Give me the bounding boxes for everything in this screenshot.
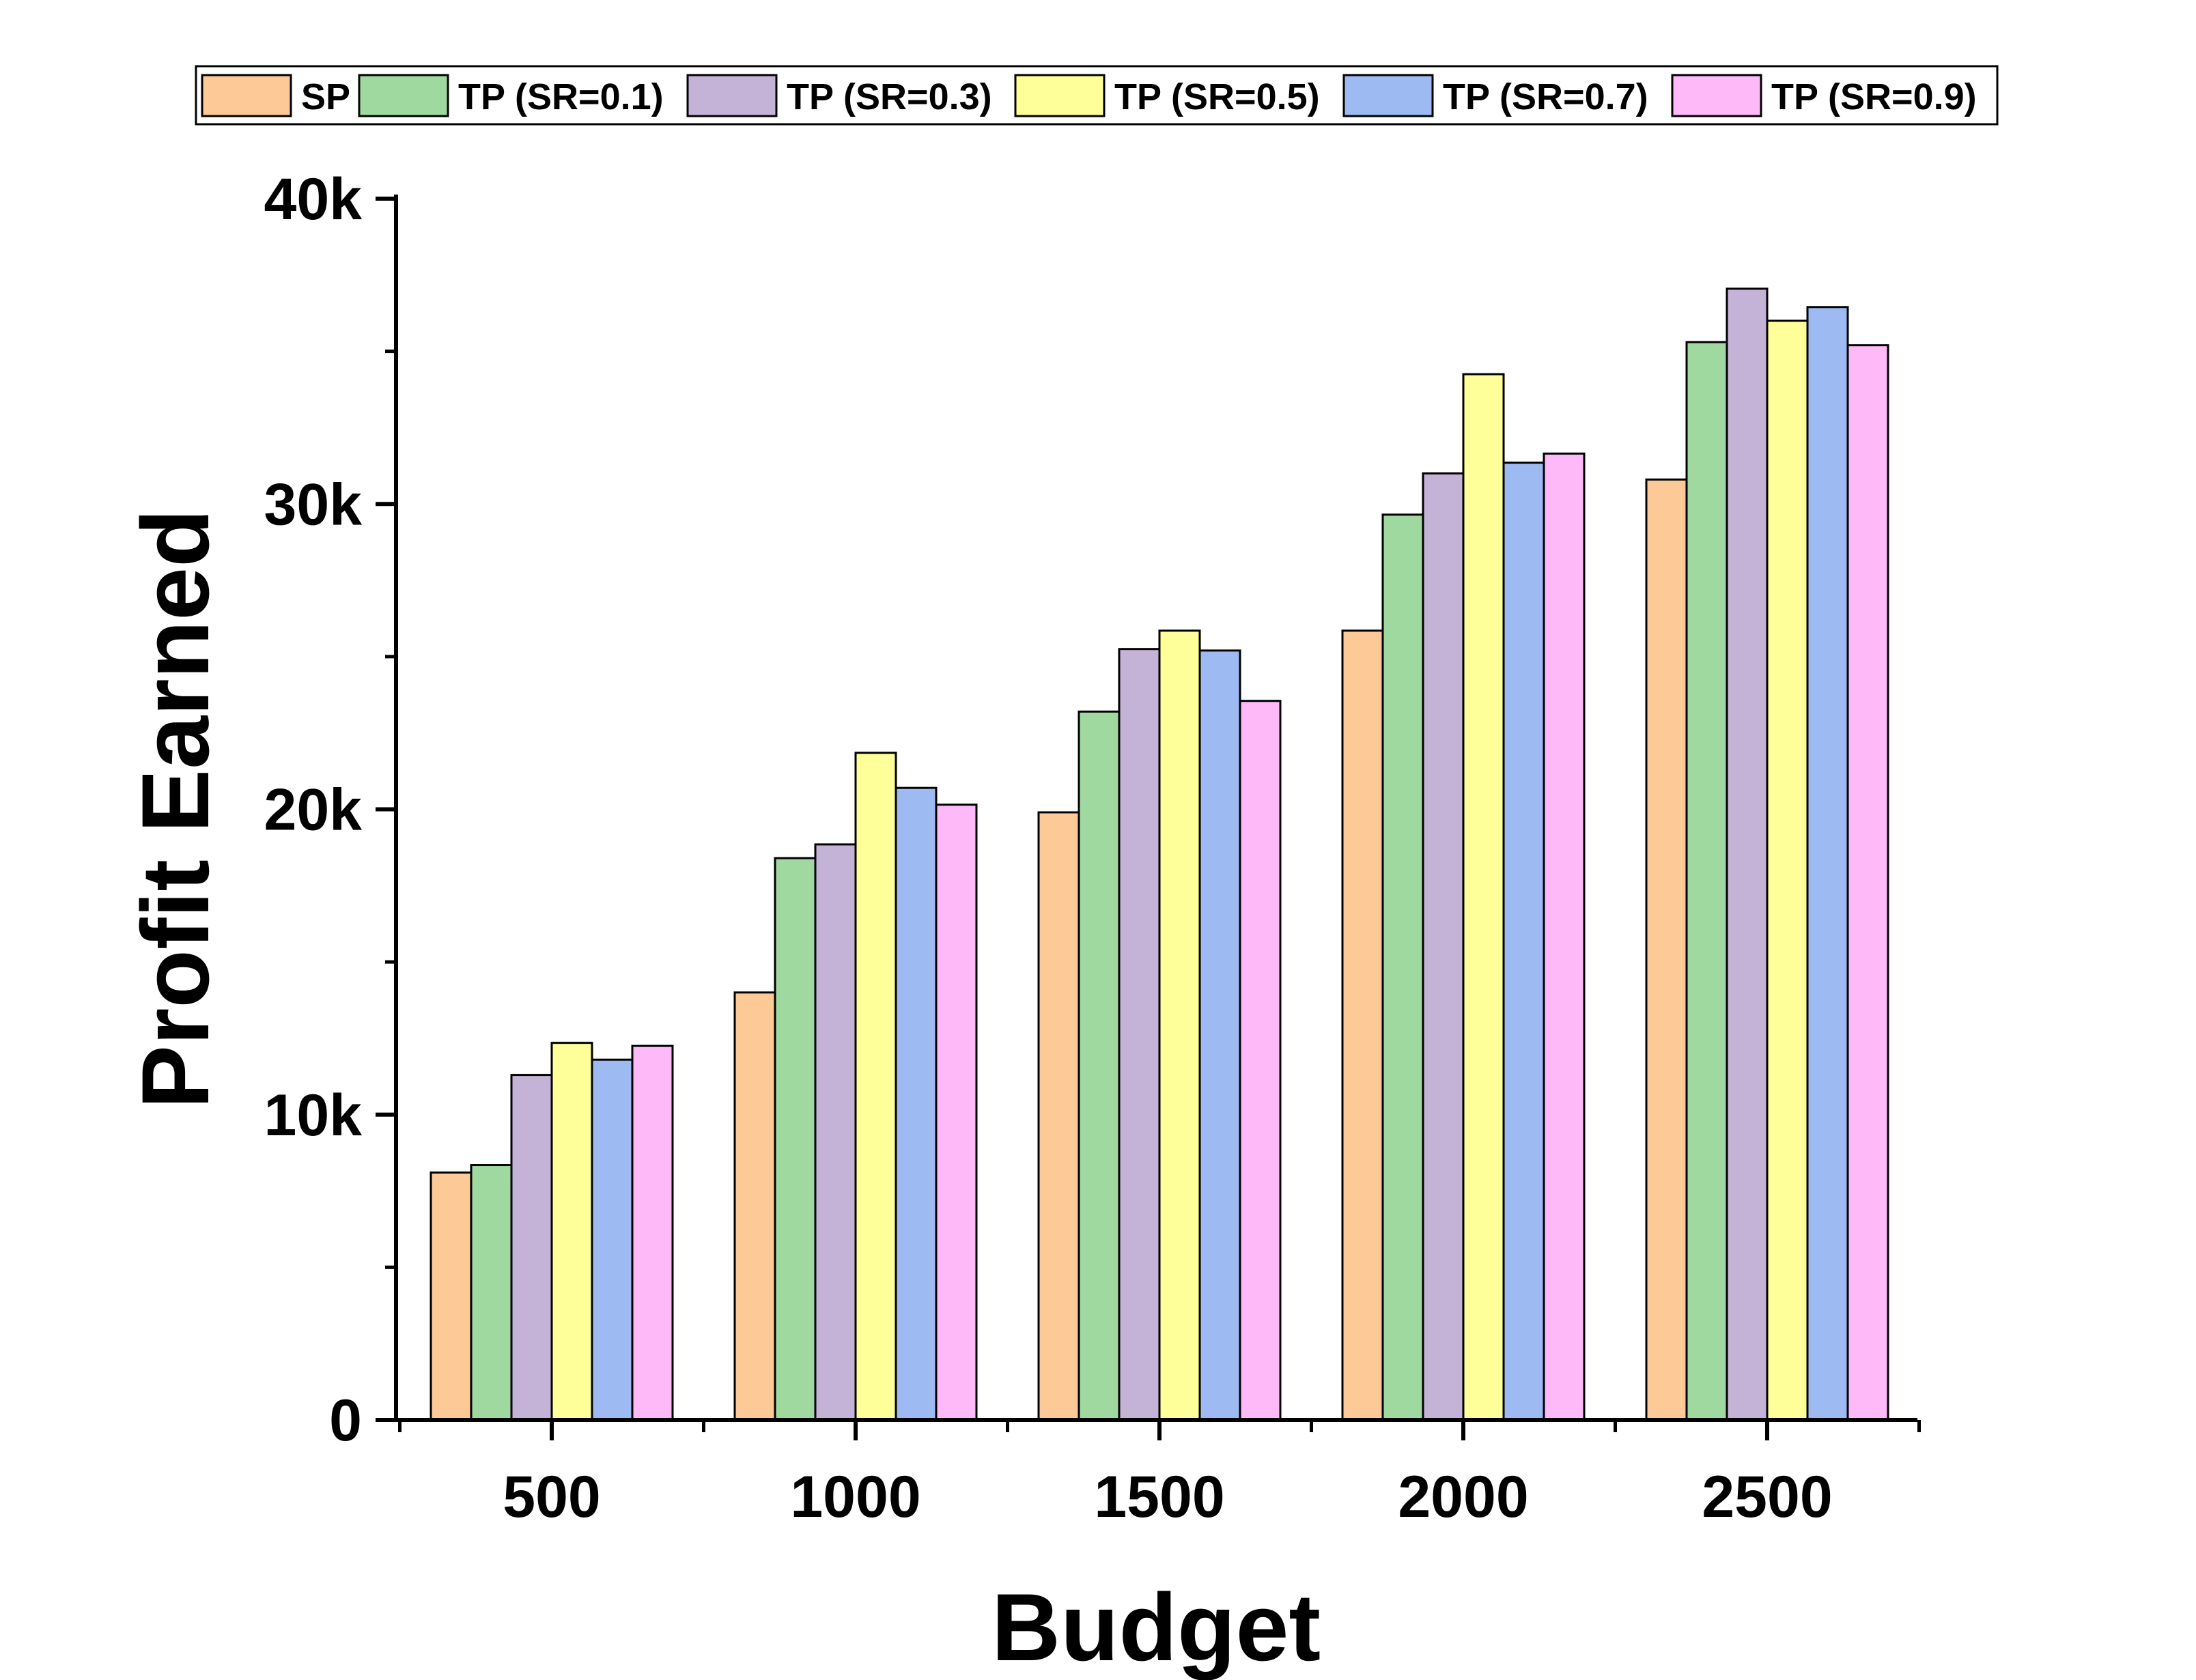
- bar-500-series-3: [550, 1042, 593, 1421]
- bar-2500-series-5: [1846, 344, 1889, 1421]
- bar-1500-series-2: [1118, 648, 1161, 1421]
- y-tick-label: 10k: [264, 1083, 363, 1148]
- bar-1000-series-5: [935, 803, 978, 1421]
- bar-500-series-0: [430, 1171, 473, 1421]
- bar-2000-series-5: [1543, 452, 1586, 1421]
- x-ticks: 500 1000 1500 2000 2500: [398, 1420, 1921, 1530]
- bar-2500-series-4: [1806, 306, 1849, 1421]
- bar-1000-series-2: [814, 843, 857, 1421]
- bar-2000-series-3: [1462, 373, 1505, 1421]
- bar-1000-series-0: [733, 991, 776, 1421]
- bar-1500-series-1: [1078, 710, 1121, 1421]
- legend-label-3: TP (SR=0.5): [1114, 76, 1320, 117]
- legend-swatch-2: [686, 74, 778, 117]
- bar-2000-series-2: [1422, 472, 1465, 1421]
- legend-swatch-3: [1014, 74, 1106, 117]
- y-tick-label: 30k: [264, 472, 363, 537]
- bar-1500-series-0: [1037, 811, 1080, 1421]
- bar-2500-series-0: [1645, 478, 1688, 1421]
- bar-1500-series-5: [1239, 700, 1282, 1421]
- bar-1000-series-4: [895, 786, 938, 1421]
- x-tick-label: 1000: [790, 1464, 920, 1530]
- y-tick-label: 20k: [264, 778, 363, 843]
- legend-label-4: TP (SR=0.7): [1443, 76, 1648, 117]
- bar-1000-series-1: [774, 857, 817, 1421]
- legend-label-5: TP (SR=0.9): [1771, 76, 1977, 117]
- bar-500-series-5: [631, 1044, 674, 1421]
- x-tick-label: 1500: [1094, 1464, 1224, 1530]
- legend-swatch-0: [201, 74, 292, 117]
- legend-label-2: TP (SR=0.3): [787, 76, 992, 117]
- bar-2000-series-0: [1341, 629, 1384, 1421]
- x-tick-label: 500: [503, 1464, 601, 1530]
- bar-500-series-4: [591, 1058, 634, 1421]
- y-axis-title: Profit Earned: [122, 509, 229, 1109]
- bar-2500-series-1: [1685, 341, 1728, 1421]
- x-tick-label: 2500: [1702, 1464, 1832, 1530]
- x-axis-title: Budget: [991, 1574, 1321, 1680]
- y-tick-label: 0: [329, 1388, 362, 1453]
- legend-label-1: TP (SR=0.1): [458, 76, 664, 117]
- bar-2500-series-3: [1766, 319, 1809, 1421]
- y-tick-label: 40k: [264, 167, 363, 232]
- legend-label-0: SP: [301, 76, 350, 117]
- bar-500-series-2: [510, 1074, 553, 1421]
- legend-swatch-1: [358, 74, 449, 117]
- x-tick-label: 2000: [1398, 1464, 1528, 1530]
- legend-swatch-5: [1671, 74, 1762, 117]
- y-ticks: 0 10k 20k 30k 40k: [264, 167, 396, 1453]
- bar-2500-series-2: [1726, 287, 1769, 1421]
- bar-1000-series-3: [854, 752, 897, 1421]
- bars: [430, 287, 1889, 1421]
- bar-1500-series-4: [1198, 649, 1241, 1421]
- bar-2000-series-4: [1502, 461, 1545, 1421]
- bar-500-series-1: [470, 1164, 513, 1421]
- bar-2000-series-1: [1381, 513, 1424, 1421]
- legend: SP TP (SR=0.1) TP (SR=0.3) TP (SR=0.5) TP (S…: [195, 65, 1999, 126]
- bar-1500-series-3: [1158, 629, 1201, 1421]
- legend-swatch-4: [1342, 74, 1434, 117]
